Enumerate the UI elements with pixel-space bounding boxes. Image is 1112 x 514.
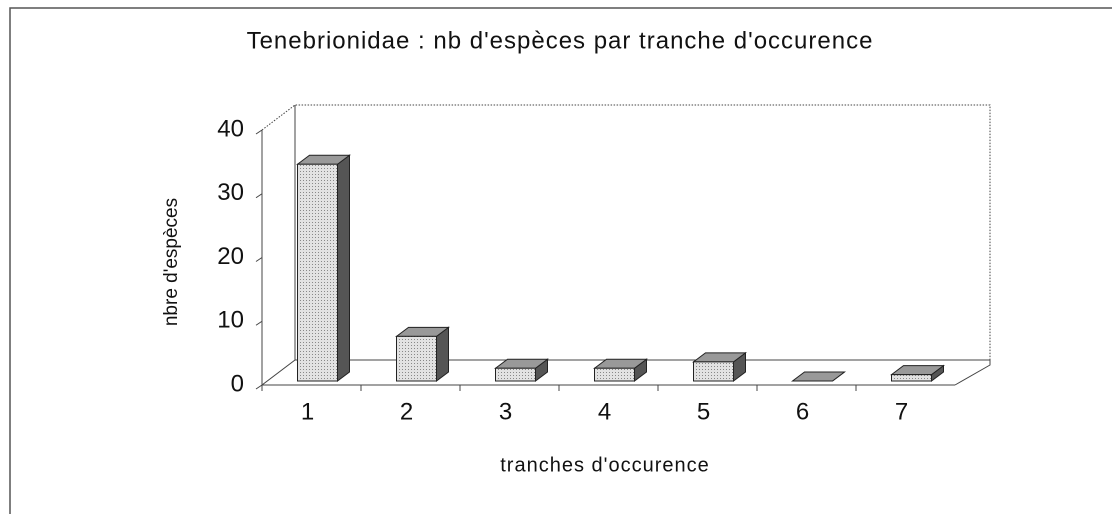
tick-mark — [255, 129, 263, 135]
tick-mark — [255, 384, 263, 390]
x-tick-label: 5 — [697, 398, 710, 425]
bar — [396, 335, 437, 382]
tick-mark — [255, 320, 263, 326]
bar — [594, 367, 635, 382]
chart-title: Tenebrionidae : nb d'espèces par tranche… — [247, 27, 874, 54]
bar — [297, 163, 338, 382]
tick-mark — [255, 193, 263, 199]
x-tick-label: 7 — [895, 398, 908, 425]
tick-mark — [255, 257, 263, 262]
x-axis-label: tranches d'occurence — [500, 454, 709, 476]
bar-top — [791, 371, 846, 382]
axes — [261, 104, 991, 386]
x-tick-label: 6 — [796, 398, 809, 425]
y-tick-label: 30 — [217, 179, 244, 206]
x-tick-label: 3 — [499, 398, 512, 425]
x-tick-label: 1 — [301, 398, 314, 425]
bar — [891, 374, 932, 382]
x-tick-label: 2 — [400, 398, 413, 425]
y-tick-label: 10 — [217, 307, 244, 334]
y-tick-label: 0 — [231, 370, 244, 397]
y-tick-label: 40 — [217, 115, 244, 142]
x-tick-label: 4 — [598, 398, 611, 425]
y-axis-label: nbre d'espèces — [161, 198, 182, 326]
bar — [693, 361, 734, 382]
bar-side — [337, 154, 350, 382]
y-tick-label: 20 — [217, 243, 244, 270]
bar — [495, 367, 536, 382]
frame — [9, 7, 1112, 514]
